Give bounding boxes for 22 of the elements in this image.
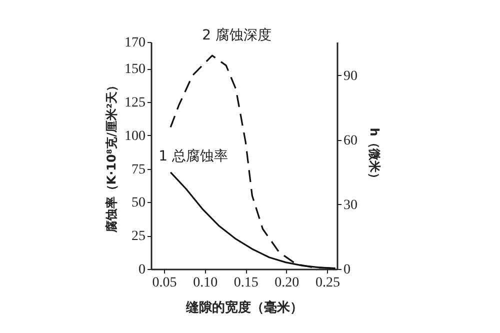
y2-tick-label: 90 [344,68,358,84]
y2-tick-label: 60 [344,133,358,148]
y-tick-label: 170 [124,36,146,50]
y-tick-label: 75 [132,162,146,178]
x-tick-label: 0.10 [193,276,218,290]
y-tick-label: 125 [124,96,146,111]
y2-tick-label: 0 [344,262,350,278]
x-axis-title: 缝隙的宽度（毫米） [185,300,303,316]
series-label: 2 腐蚀深度 [202,28,272,44]
x-tick-label: 0.15 [234,276,258,290]
x-tick-label: 0.20 [274,276,300,290]
y-axis-title: 腐蚀率（K·10⁸克/厘米²天） [104,79,118,234]
x-tick-label: 0.05 [152,276,177,290]
y-tick-label: 25 [132,229,146,244]
x-tick-label: 0.25 [315,276,340,290]
y2-tick-label: 30 [344,198,358,213]
y-tick-label: 100 [124,128,146,144]
y-tick-label: 50 [132,196,146,211]
series-label: 1 总腐蚀率 [158,148,228,164]
y2-axis-title: h（微米） [368,128,382,184]
y-tick-label: 150 [124,62,146,78]
y-tick-label: 0 [138,262,146,278]
